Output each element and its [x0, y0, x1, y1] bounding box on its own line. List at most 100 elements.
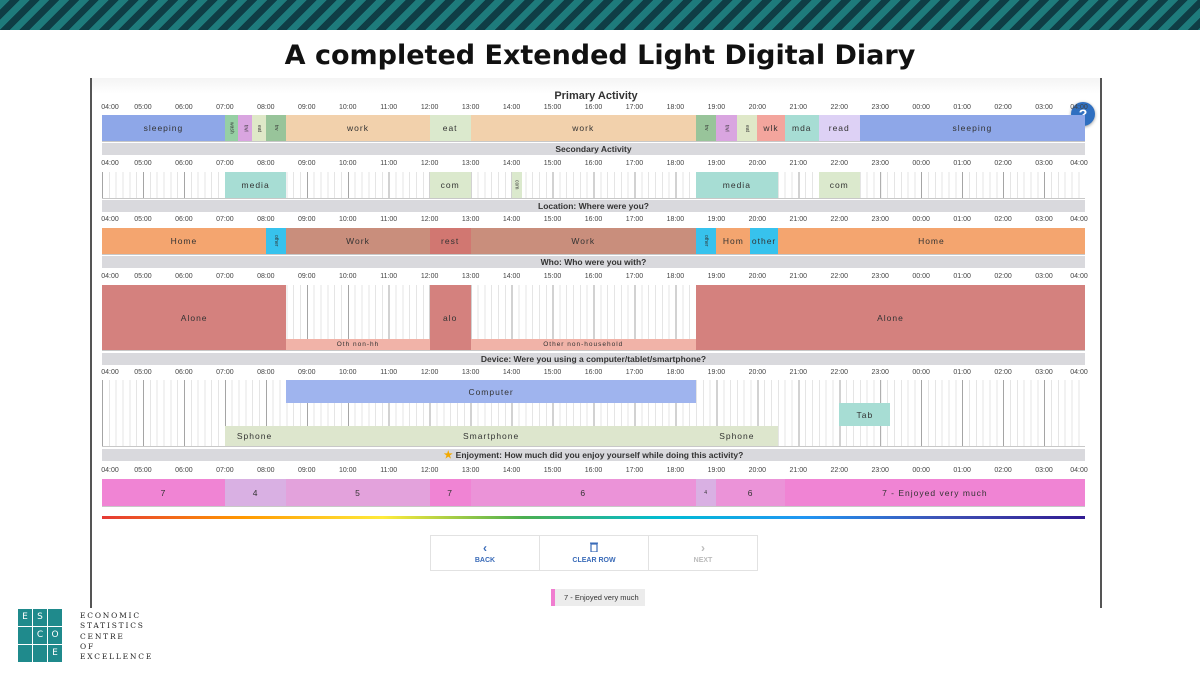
activity-block[interactable]: eat — [429, 115, 471, 141]
activity-block[interactable]: wlk — [757, 115, 785, 141]
activity-block-label: Smartphone — [462, 431, 520, 441]
time-tick-label: 12:00 — [420, 467, 439, 474]
time-tick-label: 06:00 — [175, 273, 193, 280]
activity-block[interactable]: trv — [265, 115, 287, 141]
activity-block[interactable]: sleeping — [859, 115, 1085, 141]
primary-activity-row[interactable]: sleeping wash trvl eat trv work eat work trv trvl… — [102, 115, 1085, 142]
activity-block[interactable]: other — [695, 228, 717, 254]
activity-block[interactable]: 5 — [286, 479, 430, 506]
time-tick-label: 22:00 — [830, 467, 849, 474]
activity-block[interactable]: 6 — [470, 479, 696, 506]
activity-block[interactable]: work — [470, 115, 696, 141]
time-tick-label: 01:00 — [953, 273, 971, 280]
time-tick-label: 02:00 — [994, 273, 1012, 280]
activity-block[interactable]: rest — [429, 228, 471, 254]
back-button[interactable]: ‹ BACK — [431, 536, 540, 570]
activity-block[interactable]: other — [265, 228, 287, 254]
time-tick-label: 04:00 — [101, 216, 119, 223]
activity-block[interactable]: sleeping — [102, 115, 225, 141]
activity-block[interactable]: media — [695, 172, 778, 198]
chevron-right-icon: › — [701, 541, 705, 555]
time-tick-label: 15:00 — [543, 104, 562, 111]
activity-block-label: read — [828, 123, 850, 133]
activity-block[interactable]: Home — [777, 228, 1085, 254]
logo-letter: C — [33, 627, 47, 644]
time-tick-label: 20:00 — [748, 104, 767, 111]
enjoyment-row[interactable]: 7 4 5 7 6 4 6 7 - Enjoyed very much — [102, 479, 1085, 507]
activity-block[interactable]: alo — [429, 285, 471, 350]
time-tick-label: 16:00 — [584, 467, 603, 474]
activity-block-label: 4 — [252, 487, 259, 498]
secondary-activity-heading-text: Secondary Activity — [555, 144, 632, 154]
star-icon: ★ — [443, 450, 453, 461]
activity-block-label: alo — [442, 312, 458, 323]
next-button[interactable]: › NEXT — [649, 536, 757, 570]
clear-row-button[interactable]: CLEAR ROW — [540, 536, 649, 570]
time-tick-label: 07:00 — [216, 369, 234, 376]
activity-block[interactable]: read — [818, 115, 860, 141]
time-tick-label: 04:00 — [101, 273, 119, 280]
who-row[interactable]: Alone alo Alone Oth non-hh Other non-househo… — [102, 285, 1085, 351]
secondary-activity-row[interactable]: media com com media com — [102, 172, 1085, 199]
activity-block[interactable]: 7 - Enjoyed very much — [784, 479, 1085, 506]
activity-block[interactable]: 4 — [695, 479, 717, 506]
activity-block[interactable]: mda — [784, 115, 819, 141]
activity-block-label: 7 - Enjoyed very much — [882, 487, 988, 498]
time-tick-label: 18:00 — [666, 369, 685, 376]
activity-block-label: trv — [703, 125, 710, 131]
activity-block[interactable]: Smartphone — [286, 426, 696, 446]
activity-block[interactable]: com — [429, 172, 471, 198]
activity-block[interactable]: media — [224, 172, 287, 198]
time-tick-label: 05:00 — [134, 216, 152, 223]
activity-block[interactable]: Work — [470, 228, 696, 254]
activity-block[interactable]: trv — [695, 115, 717, 141]
time-tick-label: 07:00 — [216, 273, 234, 280]
who-heading: Who: Who were you with? — [102, 256, 1085, 268]
activity-block[interactable]: 6 — [716, 479, 785, 506]
activity-block-label: other — [751, 236, 777, 246]
activity-block-label: other — [703, 235, 710, 247]
activity-block[interactable]: Alone — [695, 285, 1085, 350]
activity-block[interactable]: trvl — [716, 115, 737, 141]
activity-block[interactable]: Oth non-hh — [286, 339, 430, 350]
activity-block[interactable]: Computer — [286, 380, 696, 403]
time-tick-label: 03:00 — [1035, 216, 1053, 223]
time-tick-label: 04:00 — [101, 369, 119, 376]
time-tick-label: 05:00 — [134, 273, 152, 280]
activity-block[interactable]: 7 — [102, 479, 225, 506]
activity-block[interactable]: work — [286, 115, 430, 141]
time-tick-label: 13:00 — [461, 467, 480, 474]
time-tick-label: 17:00 — [625, 273, 644, 280]
device-row[interactable]: Computer Tab Sphone Smartphone Sphone — [102, 380, 1085, 447]
time-tick-label: 00:00 — [912, 160, 930, 167]
activity-block[interactable]: Sphone — [224, 426, 287, 446]
activity-block[interactable]: Tab — [839, 403, 891, 426]
activity-block[interactable]: Hom — [716, 228, 751, 254]
activity-block[interactable]: com — [818, 172, 860, 198]
location-row[interactable]: Home other Work rest Work other Hom other Home — [102, 228, 1085, 255]
time-tick-label: 23:00 — [871, 467, 889, 474]
activity-block[interactable]: wash — [224, 115, 239, 141]
activity-block[interactable]: Sphone — [695, 426, 778, 446]
activity-block-label: Tab — [856, 409, 874, 420]
activity-block[interactable]: eat — [736, 115, 758, 141]
activity-block[interactable]: Other non-household — [470, 339, 696, 350]
activity-block[interactable]: Home — [102, 228, 266, 254]
time-tick-label: 18:00 — [666, 104, 685, 111]
activity-block[interactable]: Alone — [102, 285, 287, 350]
time-tick-label: 17:00 — [625, 160, 644, 167]
activity-block-label: com — [829, 180, 849, 190]
activity-block[interactable]: 7 — [429, 479, 471, 506]
time-tick-label: 04:00 — [101, 467, 119, 474]
activity-block[interactable]: 4 — [224, 479, 287, 506]
time-tick-label: 10:00 — [338, 273, 357, 280]
time-tick-label: 12:00 — [420, 104, 439, 111]
activity-block-label: 7 — [447, 487, 453, 498]
time-tick-label: 03:00 — [1035, 467, 1053, 474]
activity-block[interactable]: com — [511, 172, 522, 198]
activity-block[interactable]: Work — [286, 228, 430, 254]
activity-block[interactable]: other — [750, 228, 778, 254]
logo-word: CENTRE — [80, 631, 125, 641]
activity-block[interactable]: eat — [252, 115, 266, 141]
activity-block[interactable]: trvl — [238, 115, 253, 141]
